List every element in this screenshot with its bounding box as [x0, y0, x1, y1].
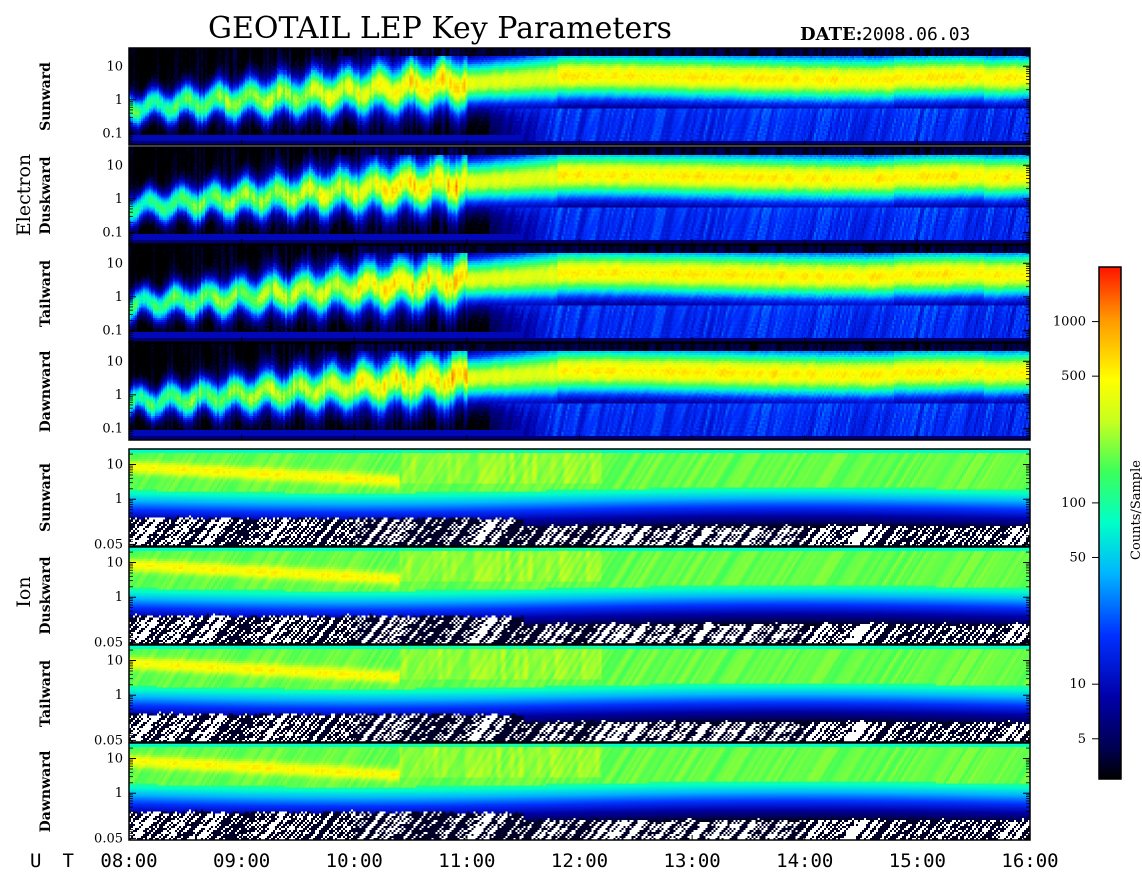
- colorbar-tick-label: 100: [1061, 496, 1086, 511]
- group-label-ion: Ion: [13, 576, 35, 607]
- y-tick-label: 0.1: [102, 421, 123, 436]
- y-tick-label: 1: [115, 290, 123, 305]
- panel-direction-label: Dawnward: [38, 350, 54, 432]
- colorbar: Counts/Sample 1000 500 100 50 10 5: [1053, 266, 1142, 780]
- time-tick-label: 08:00: [100, 850, 157, 872]
- colorbar-gradient: [1098, 266, 1122, 780]
- y-tick-label: 1: [115, 192, 123, 207]
- colorbar-tick-label: 5: [1078, 732, 1086, 747]
- y-tick-label: 1: [115, 388, 123, 403]
- panel-heatmap: [129, 147, 1030, 244]
- panel-ion-sunward: 10 1 0.05 Sunward: [38, 448, 1031, 552]
- y-tick-label: 10: [106, 256, 123, 271]
- panel-direction-label: Tailward: [38, 260, 54, 327]
- panel-electron-tailward: 10 1 0.1 Tailward: [38, 244, 1031, 343]
- time-tick-label: 16:00: [1001, 850, 1058, 872]
- panel-heatmap: [129, 547, 1030, 644]
- y-tick-label: 0.05: [94, 537, 123, 552]
- panel-direction-label: Sunward: [38, 62, 54, 131]
- y-tick-label: 10: [106, 556, 123, 571]
- panel-direction-label: Duskward: [38, 156, 54, 234]
- panel-heatmap: [129, 645, 1030, 742]
- y-tick-label: 1: [115, 492, 123, 507]
- panel-ion-tailward: 10 1 0.05 Tailward: [38, 644, 1031, 748]
- panel-heatmap: [129, 48, 1030, 145]
- panel-ion-duskward: 10 1 0.05 Duskward: [38, 546, 1031, 650]
- time-tick-label: 15:00: [889, 850, 946, 872]
- colorbar-tick-label: 1000: [1053, 315, 1086, 330]
- y-tick-label: 0.1: [102, 126, 123, 141]
- panel-electron-duskward: 10 1 0.1 Duskward: [38, 146, 1031, 245]
- y-tick-label: 1: [115, 688, 123, 703]
- y-tick-label: 0.05: [94, 733, 123, 748]
- time-tick-label: 09:00: [213, 850, 270, 872]
- colorbar-tick-label: 500: [1061, 369, 1086, 384]
- date-value: 2008.06.03: [862, 24, 970, 45]
- y-tick-label: 1: [115, 590, 123, 605]
- y-tick-label: 0.1: [102, 323, 123, 338]
- y-tick-label: 0.1: [102, 225, 123, 240]
- panel-electron-dawnward: 10 1 0.1 Dawnward: [38, 342, 1031, 441]
- y-tick-label: 10: [106, 752, 123, 767]
- colorbar-tick-label: 50: [1069, 550, 1086, 565]
- y-tick-label: 10: [106, 458, 123, 473]
- panel-ion-dawnward: 10 1 0.05 Dawnward: [38, 742, 1031, 846]
- time-tick-label: 13:00: [664, 850, 721, 872]
- date-label: DATE:: [800, 24, 862, 45]
- y-tick-label: 10: [106, 59, 123, 74]
- chart-title: GEOTAIL LEP Key Parameters: [208, 11, 672, 46]
- time-tick-label: 12:00: [551, 850, 608, 872]
- y-tick-label: 10: [106, 158, 123, 173]
- panel-heatmap: [129, 343, 1030, 440]
- panels: 10 1 0.1 Sunward 10 1 0.1 Duskward 10 1 0.1 Tailwar…: [38, 47, 1031, 846]
- time-tick-label: 14:00: [776, 850, 833, 872]
- panel-heatmap: [129, 245, 1030, 342]
- y-tick-label: 10: [106, 354, 123, 369]
- panel-direction-label: Duskward: [38, 556, 54, 634]
- time-axis: U T 08:00 09:00 10:00 11:00 12:00 13:00 14:00 1…: [30, 850, 1059, 872]
- colorbar-tick-label: 10: [1069, 677, 1086, 692]
- time-axis-prefix: U T: [30, 850, 74, 872]
- panel-electron-sunward: 10 1 0.1 Sunward: [38, 47, 1031, 146]
- colorbar-label: Counts/Sample: [1129, 460, 1142, 560]
- y-tick-label: 10: [106, 654, 123, 669]
- panel-heatmap: [129, 449, 1030, 546]
- y-tick-label: 1: [115, 93, 123, 108]
- panel-heatmap: [129, 743, 1030, 840]
- y-tick-label: 0.05: [94, 831, 123, 846]
- panel-direction-label: Sunward: [38, 463, 54, 532]
- panel-direction-label: Tailward: [38, 660, 54, 727]
- group-label-electron: Electron: [13, 154, 35, 236]
- time-tick-label: 11:00: [438, 850, 495, 872]
- time-tick-label: 10:00: [326, 850, 383, 872]
- y-tick-label: 0.05: [94, 635, 123, 650]
- panel-direction-label: Dawnward: [38, 750, 54, 832]
- y-tick-label: 1: [115, 786, 123, 801]
